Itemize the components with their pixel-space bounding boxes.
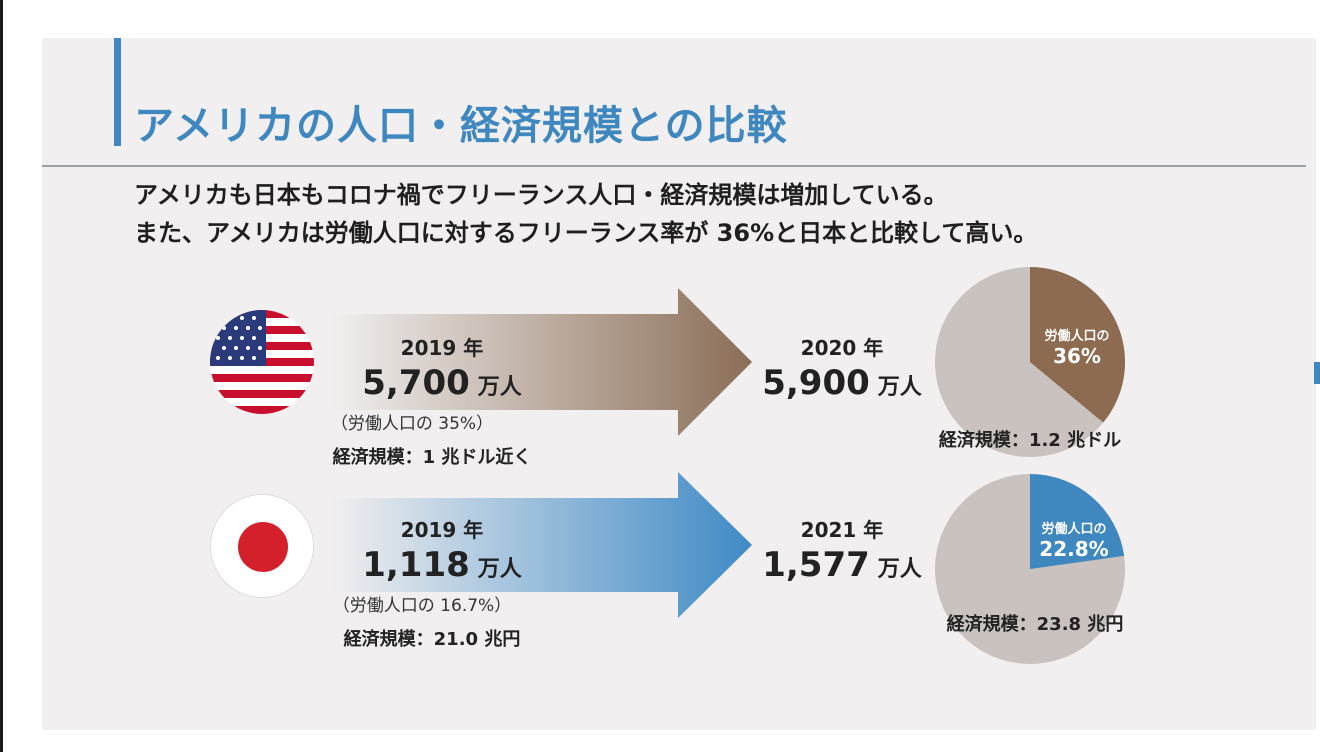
usa-pie-label: 労働人口の 36% [1032,325,1122,368]
usa-before-population-unit: 万人 [477,375,522,400]
usa-freelance-pie [935,267,1125,457]
japan-pie-label-percent: 22.8% [1039,537,1109,561]
japan-after-population-unit: 万人 [877,557,922,582]
usa-before-year: 2019 年 [400,336,484,360]
japan-labor-note: （労働人口の 16.7%） [332,596,512,616]
usa-flag-icon [210,310,314,414]
usa-pie-label-small: 労働人口の [1044,329,1110,344]
japan-before-economy: 経済規模：21.0 兆円 [343,629,521,650]
usa-before-population: 5,700 万人 [332,363,552,403]
japan-flag-icon [210,494,314,598]
usa-after-population-unit: 万人 [877,375,922,400]
japan-after-year: 2021 年 [800,518,884,542]
usa-pie-freelance-slice [1030,267,1125,423]
japan-pie-label: 労働人口の 22.8% [1029,518,1119,561]
usa-before-population-value: 5,700 [362,363,470,403]
usa-after-population: 5,900 万人 [752,363,932,403]
slide: アメリカの人口・経済規模との比較 アメリカも日本もコロナ禍でフリーランス人口・経… [42,38,1316,730]
usa-before-economy: 経済規模：1 兆ドル近く [332,447,532,468]
japan-before-block: 2019 年 1,118 万人 [332,514,552,585]
japan-after-economy: 経済規模：23.8 兆円 [946,614,1124,635]
usa-after-economy: 経済規模：1.2 兆ドル [938,430,1122,451]
title-divider [42,165,1306,167]
usa-after-population-value: 5,900 [762,363,870,403]
japan-before-population: 1,118 万人 [332,545,552,585]
description: アメリカも日本もコロナ禍でフリーランス人口・経済規模は増加している。 また、アメ… [134,176,1234,252]
usa-pie-label-percent: 36% [1053,344,1101,368]
usa-after-year: 2020 年 [800,336,884,360]
japan-after-population: 1,577 万人 [752,545,932,585]
japan-growth-arrow [332,472,752,618]
japan-before-year: 2019 年 [400,518,484,542]
window-left-edge [0,0,3,752]
japan-pie-label-small: 労働人口の [1041,522,1107,537]
japan-after-block: 2021 年 1,577 万人 [752,514,932,585]
description-line-2: また、アメリカは労働人口に対するフリーランス率が 36%と日本と比較して高い。 [134,219,1038,247]
page-title: アメリカの人口・経済規模との比較 [134,103,788,149]
japan-before-population-unit: 万人 [477,557,522,582]
scroll-indicator [1314,362,1320,384]
usa-after-block: 2020 年 5,900 万人 [752,332,932,403]
japan-before-population-value: 1,118 [362,545,470,585]
description-line-1: アメリカも日本もコロナ禍でフリーランス人口・経済規模は増加している。 [134,181,948,209]
usa-growth-arrow [332,288,752,436]
title-accent-bar [114,38,121,146]
japan-pie-freelance-slice [1030,474,1125,569]
usa-labor-note: （労働人口の 35%） [330,414,494,434]
japan-after-population-value: 1,577 [762,545,870,585]
usa-before-block: 2019 年 5,700 万人 [332,332,552,403]
japan-freelance-pie [935,474,1125,664]
